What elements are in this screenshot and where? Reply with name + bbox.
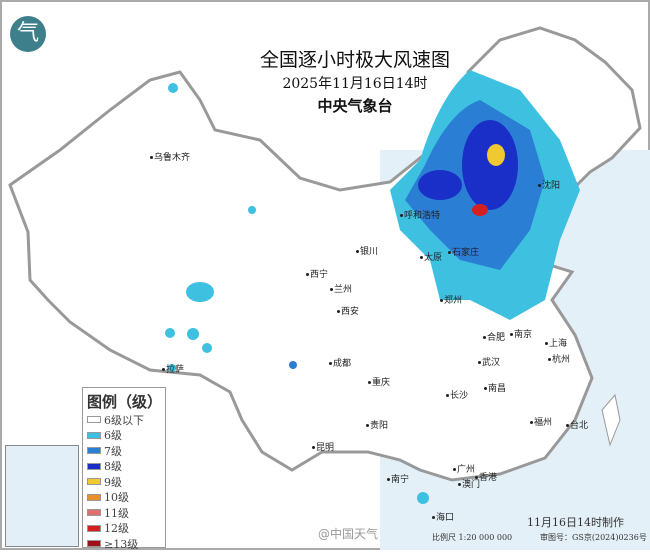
city-label: 郑州 [440,293,462,306]
legend-label: 7级 [104,444,122,458]
city-label: 太原 [420,250,442,263]
city-label: 西宁 [306,267,328,280]
city-label: 杭州 [548,352,570,365]
city-label: 广州 [453,462,475,475]
city-label: 沈阳 [538,178,560,191]
legend-item: ≥13级 [87,536,161,552]
legend-item: 6级 [87,428,161,444]
taiwan [601,393,621,447]
city-label: 台北 [566,418,588,431]
legend-swatch [87,447,101,455]
legend-item: 10级 [87,490,161,506]
city-label: 银川 [356,244,378,257]
city-label: 南昌 [484,381,506,394]
legend-swatch [87,462,101,470]
legend-item: 7级 [87,443,161,459]
legend-swatch [87,524,101,532]
legend-swatch [87,509,101,517]
legend-swatch [87,493,101,501]
city-label: 上海 [545,336,567,349]
city-label: 香港 [475,470,497,483]
city-label: 兰州 [330,282,352,295]
legend-label: 11级 [104,506,129,520]
map-datetime: 2025年11月16日14时 [282,76,428,92]
map-agency: 中央气象台 [317,97,393,115]
legend-label: 12级 [104,522,129,536]
legend-label: 6级以下 [104,413,144,427]
legend: 图例（级） 6级以下 6级 7级 8级 9级 10级 11级 12级 ≥13级 [82,387,166,551]
city-label: 澳门 [458,477,480,490]
city-label: 贵阳 [366,418,388,431]
city-label: 合肥 [483,330,505,343]
legend-label: 10级 [104,491,129,505]
city-label: 成都 [329,356,351,369]
legend-label: 6级 [104,429,122,443]
watermark: @中国天气 [318,527,379,541]
review-number: 审图号：GS京(2024)0236号 [540,533,647,542]
city-label: 南宁 [387,472,409,485]
legend-title: 图例（级） [87,393,163,411]
legend-swatch [87,540,101,548]
city-label: 福州 [530,415,552,428]
city-label: 石家庄 [448,245,479,258]
legend-label: ≥13级 [104,537,139,551]
city-label: 武汉 [478,355,500,368]
legend-item: 11级 [87,505,161,521]
city-label: 昆明 [312,440,334,453]
legend-label: 8级 [104,460,122,474]
city-label: 海口 [432,510,454,523]
city-label: 南京 [510,327,532,340]
legend-item: 8级 [87,459,161,475]
legend-swatch [87,416,101,424]
legend-item: 12级 [87,521,161,537]
city-label: 长沙 [446,388,468,401]
legend-item: 9级 [87,474,161,490]
city-label: 乌鲁木齐 [150,150,190,163]
city-label: 拉萨 [162,362,184,375]
made-time: 11月16日14时制作 [527,516,624,529]
legend-swatch [87,431,101,439]
legend-swatch [87,478,101,486]
city-label: 呼和浩特 [400,208,440,221]
legend-label: 9级 [104,475,122,489]
city-label: 重庆 [368,375,390,388]
map-title: 全国逐小时极大风速图 [259,49,450,71]
legend-item: 6级以下 [87,412,161,428]
south-china-sea-inset [5,445,79,547]
city-label: 西安 [337,304,359,317]
scale: 比例尺 1:20 000 000 [432,533,513,542]
cma-logo-icon: 气 [10,16,46,52]
